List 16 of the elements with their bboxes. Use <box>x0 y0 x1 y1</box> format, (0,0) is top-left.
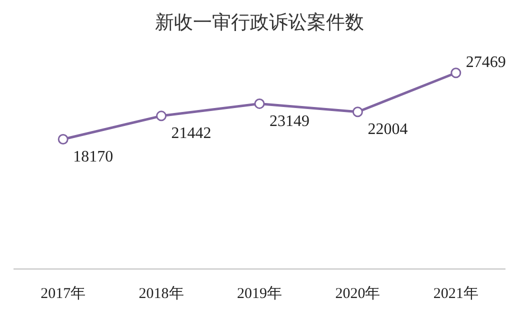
data-label: 21442 <box>171 125 212 142</box>
chart-title: 新收一审行政诉讼案件数 <box>155 11 364 34</box>
data-label: 18170 <box>73 148 114 166</box>
x-tick-label: 2019年 <box>237 284 282 302</box>
point <box>58 134 68 145</box>
data-label: 23149 <box>270 112 310 130</box>
point <box>450 68 462 78</box>
data-label: 27469 <box>466 54 506 72</box>
point <box>156 110 167 122</box>
x-tick-label: 2018年 <box>138 284 184 302</box>
point <box>352 106 363 118</box>
point <box>254 98 265 109</box>
x-tick-label: 2020年 <box>335 284 380 302</box>
x-tick-label: 2021年 <box>433 284 478 302</box>
x-tick-label: 2017年 <box>40 284 86 302</box>
data-label: 22004 <box>368 121 408 138</box>
